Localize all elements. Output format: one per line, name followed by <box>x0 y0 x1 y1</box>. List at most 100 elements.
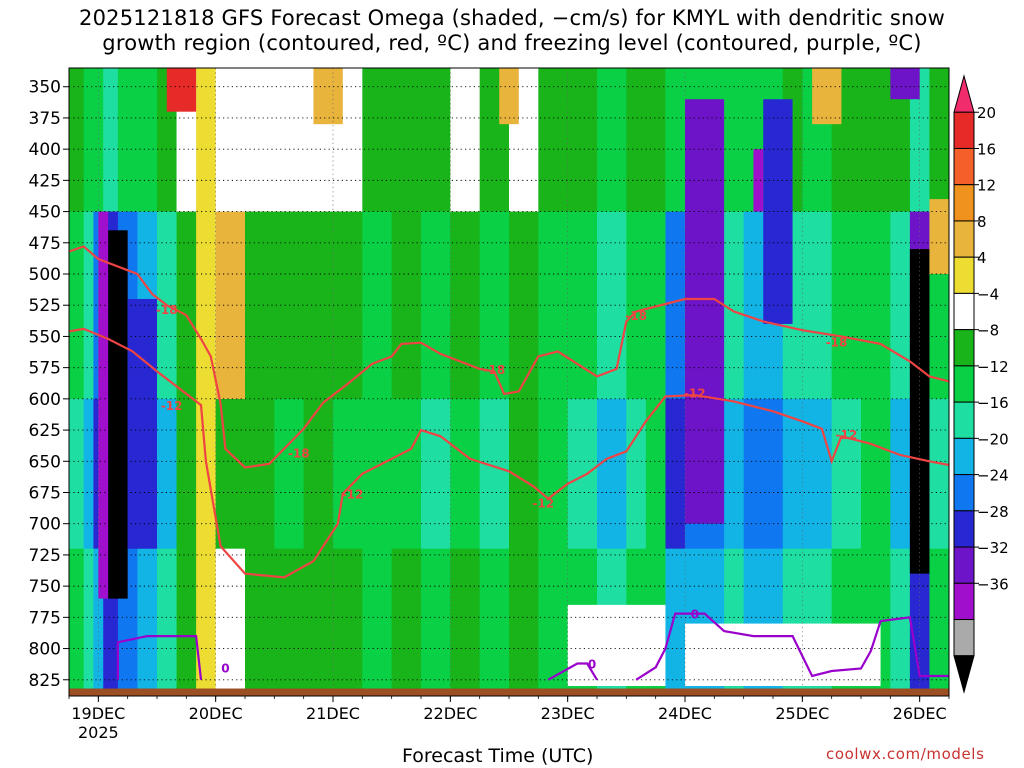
omega-cell <box>909 548 930 696</box>
freezing-level-label: 0 <box>221 661 229 675</box>
omega-cell <box>499 68 519 125</box>
omega-cell <box>274 548 305 696</box>
omega-cell <box>861 68 891 213</box>
colorbar-bin <box>953 582 975 621</box>
colorbar-bin <box>953 510 975 548</box>
dgz-contour-line <box>69 327 949 579</box>
omega-cell <box>479 211 510 400</box>
omega-cell <box>724 398 745 550</box>
y-tick-label: 525 <box>29 296 61 316</box>
colorbar-bin <box>953 401 975 439</box>
colorbar-label: −24 <box>977 467 1009 485</box>
chart-title: 2025121818 GFS Forecast Omega (shaded, −… <box>0 6 1024 56</box>
omega-cell-clear <box>685 623 881 687</box>
omega-cell <box>665 398 686 550</box>
omega-cell <box>157 398 178 550</box>
colorbar-label: −32 <box>977 539 1009 557</box>
omega-cell <box>753 149 764 212</box>
y-tick-label: 650 <box>29 452 61 472</box>
omega-cell <box>362 398 393 550</box>
colorbar-arrow-top <box>953 74 975 113</box>
dgz-contour-label: -12 <box>684 387 706 401</box>
omega-cell <box>929 68 949 213</box>
x-tick-label: 22DEC <box>423 704 477 723</box>
omega-cell <box>83 68 94 213</box>
omega-cell <box>303 211 334 400</box>
omega-cell <box>597 398 627 550</box>
omega-cell <box>69 211 85 400</box>
omega-cell <box>421 548 451 696</box>
freezing-level-label: 0 <box>588 658 596 672</box>
omega-cell <box>117 68 138 213</box>
colorbar-label: −20 <box>977 430 1009 448</box>
omega-cell <box>597 68 627 213</box>
omega-cell <box>538 68 569 213</box>
colorbar-label: −12 <box>977 358 1009 376</box>
omega-cell <box>391 211 422 400</box>
x-tick-label: 23DEC <box>541 704 595 723</box>
dgz-contour-label: -18 <box>156 303 178 317</box>
terrain-fill <box>69 688 949 696</box>
omega-cell <box>645 68 666 213</box>
omega-cell <box>665 548 686 696</box>
omega-cell <box>333 548 363 696</box>
y-tick-label: 800 <box>29 640 61 660</box>
omega-shading <box>69 68 949 696</box>
colorbar-bin <box>953 329 975 367</box>
omega-cell <box>626 398 647 550</box>
omega-cell <box>685 99 725 524</box>
omega-cell <box>274 398 305 550</box>
colorbar-bin <box>953 292 975 331</box>
freezing-level-contour <box>116 635 203 680</box>
freezing-level-contour <box>635 612 949 681</box>
y-tick-label: 575 <box>29 359 61 379</box>
omega-cell <box>450 398 481 550</box>
omega-cell <box>176 398 197 550</box>
omega-cell <box>196 548 217 696</box>
dgz-contour-label: -12 <box>835 428 857 442</box>
colorbar-label: −16 <box>977 394 1009 412</box>
omega-cell <box>450 548 481 696</box>
omega-cell <box>93 68 104 213</box>
omega-cell <box>724 68 745 213</box>
omega-cell <box>782 398 803 550</box>
dotted-grid <box>69 68 949 696</box>
y-tick-label: 450 <box>29 203 61 223</box>
colorbar-bin <box>953 256 975 294</box>
omega-cell <box>196 398 217 550</box>
omega-cell <box>626 211 647 400</box>
colorbar-label: −8 <box>977 322 999 340</box>
colorbar-bin <box>953 546 975 584</box>
y-tick-label: 625 <box>29 421 61 441</box>
colorbar-bin <box>953 474 975 512</box>
omega-cell <box>909 68 930 213</box>
omega-cell <box>890 211 911 400</box>
x-tick-label: 19DEC <box>71 704 125 723</box>
colorbar-label: 8 <box>977 213 987 231</box>
source-credit[interactable]: coolwx.com/models <box>826 745 985 763</box>
omega-cell <box>391 398 422 550</box>
omega-cell <box>245 548 275 696</box>
colorbar-label: 20 <box>977 104 996 122</box>
omega-cell <box>890 68 911 213</box>
omega-cell <box>831 398 862 550</box>
temperature-contours: 0 0 0 -18 -18 -18 -18 -18 -12 -12 -12 -12 -12 <box>69 245 949 681</box>
colorbar-bin <box>953 111 975 149</box>
colorbar-label: 12 <box>977 177 996 195</box>
y-tick-label: 400 <box>29 140 61 160</box>
omega-cell <box>103 68 119 213</box>
dgz-contour-label: -18 <box>625 309 647 323</box>
omega-cell <box>763 398 784 550</box>
y-tick-label: 550 <box>29 327 61 347</box>
omega-cell <box>929 398 949 550</box>
omega-cell <box>93 548 104 696</box>
y-axis: 350 375 400 425 450 475 500 525 550 575 600 625 650 6… <box>29 78 69 691</box>
omega-cell <box>743 398 764 550</box>
x-tick-label: 20DEC <box>189 704 243 723</box>
x-tick-label: 21DEC <box>306 704 360 723</box>
y-tick-label: 750 <box>29 577 61 597</box>
omega-cell <box>802 398 833 550</box>
omega-cell <box>929 548 949 696</box>
omega-cell <box>509 548 539 696</box>
